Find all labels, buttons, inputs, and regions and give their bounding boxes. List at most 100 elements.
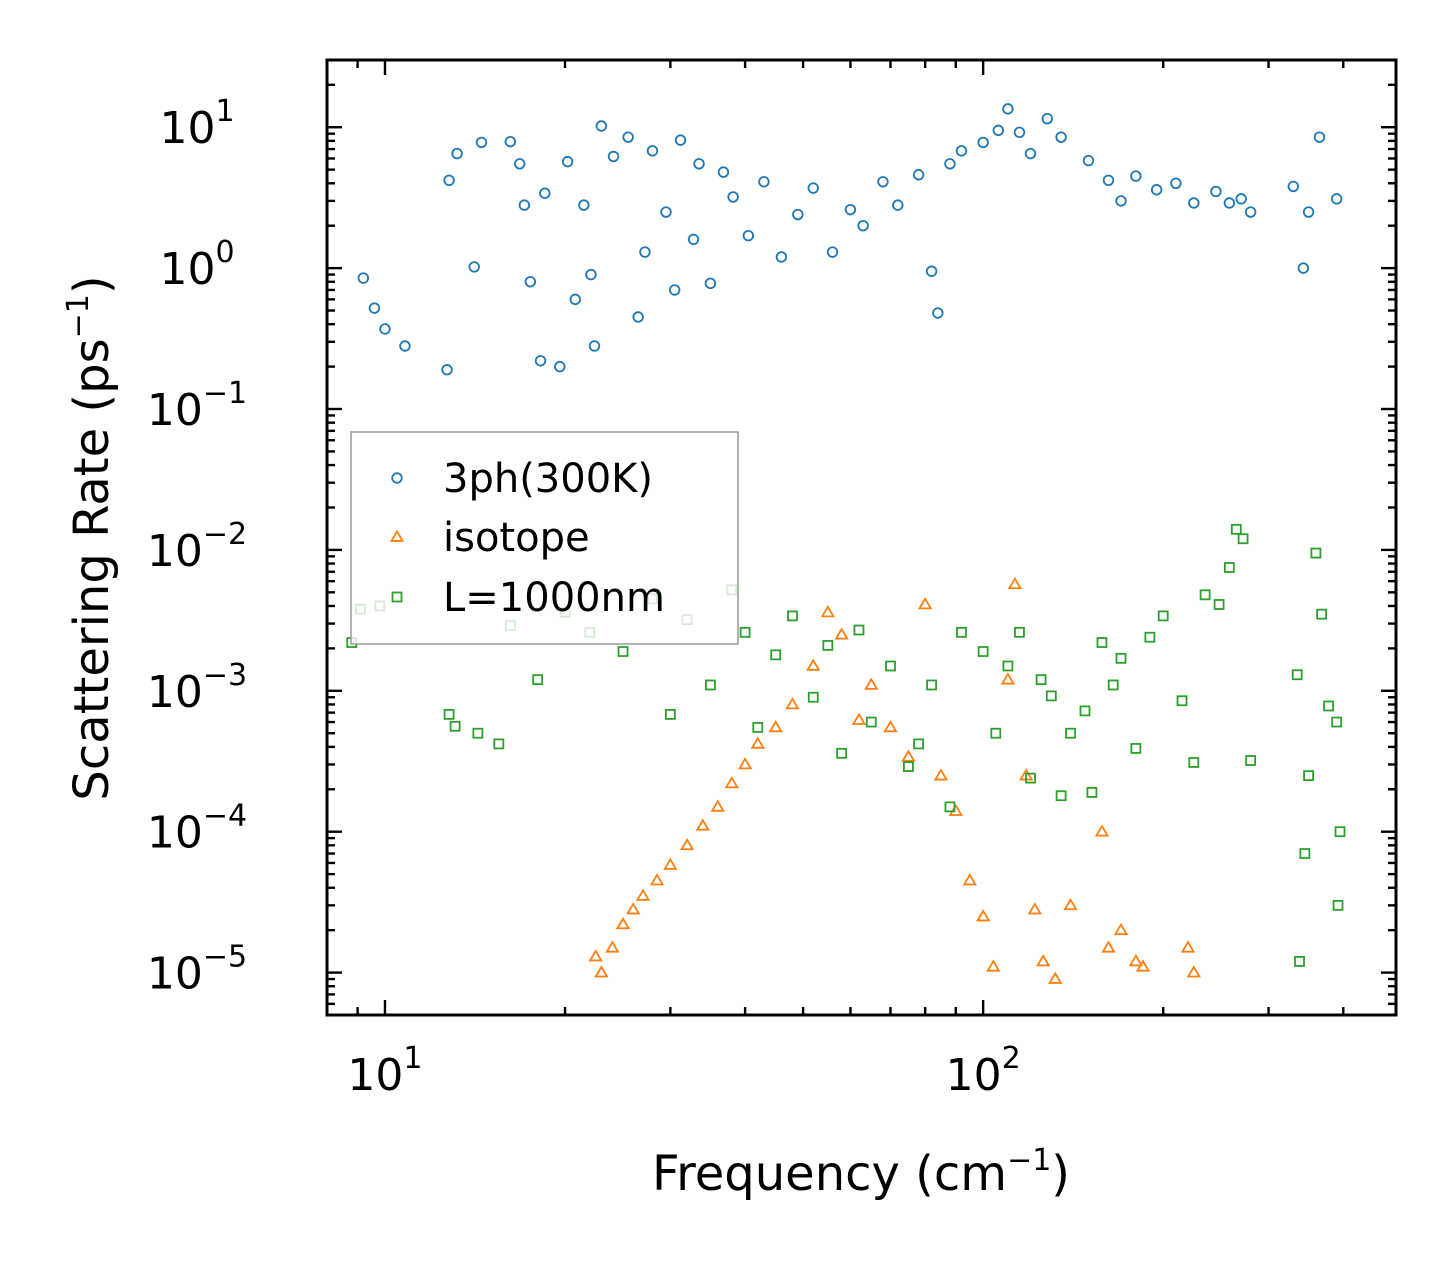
- data-point: [1014, 626, 1025, 638]
- data-point: [853, 624, 865, 636]
- data-point: [807, 691, 819, 703]
- data-point: [468, 261, 480, 273]
- data-point: [704, 277, 717, 290]
- data-point: [524, 276, 537, 288]
- data-point: [632, 311, 644, 323]
- data-point: [1115, 652, 1127, 664]
- data-point: [1188, 197, 1200, 209]
- data-point: [724, 776, 739, 789]
- data-point: [1128, 954, 1144, 967]
- data-point: [674, 134, 687, 146]
- data-point: [1316, 608, 1328, 620]
- data-point: [1244, 206, 1257, 218]
- data-point: [1302, 206, 1315, 218]
- data-point: [695, 818, 711, 831]
- series-isotope: [588, 576, 1201, 984]
- data-point: [758, 176, 770, 188]
- data-point: [1223, 197, 1236, 209]
- data-point: [932, 307, 944, 319]
- data-point: [660, 206, 672, 218]
- data-point: [1025, 772, 1036, 784]
- data-point: [588, 340, 601, 352]
- data-point: [1331, 193, 1343, 205]
- data-point: [717, 166, 730, 178]
- data-point: [554, 360, 566, 373]
- data-point: [1332, 899, 1344, 911]
- data-point: [1144, 631, 1156, 643]
- data-point: [1115, 195, 1127, 207]
- data-point: [787, 610, 798, 622]
- plot-frame: [325, 58, 1398, 1017]
- data-point: [844, 203, 857, 216]
- data-point: [1237, 533, 1249, 545]
- y-tick-label: 10−1: [147, 376, 247, 436]
- data-point: [1297, 262, 1310, 274]
- data-point: [617, 646, 629, 657]
- x-tick-label: 101: [347, 1041, 422, 1101]
- data-point: [948, 803, 963, 816]
- legend-marker-triangle: [389, 529, 405, 542]
- data-point: [877, 176, 889, 188]
- legend: 3ph(300K) isotope L=1000nm: [350, 431, 739, 645]
- data-point: [926, 679, 937, 691]
- axis-ticks: 101 102 101 100 10−1 10−2 10−3 10−4 10−5: [147, 58, 1396, 1101]
- data-point: [1299, 848, 1311, 859]
- data-point: [1024, 147, 1037, 160]
- data-point: [1086, 787, 1098, 798]
- data-point: [1079, 705, 1091, 717]
- data-point: [1063, 897, 1078, 911]
- data-point: [913, 738, 924, 750]
- data-point: [1313, 131, 1326, 143]
- data-point: [615, 916, 631, 930]
- data-point: [865, 716, 877, 728]
- data-point: [912, 169, 925, 181]
- data-point: [539, 187, 551, 199]
- data-point: [1007, 576, 1023, 590]
- data-points-layer: [346, 103, 1346, 984]
- data-point: [727, 191, 739, 203]
- data-point: [518, 199, 531, 211]
- data-point: [1213, 599, 1225, 610]
- data-point: [595, 120, 608, 132]
- data-point: [1102, 174, 1115, 187]
- data-point: [472, 727, 484, 739]
- data-point: [532, 674, 544, 686]
- data-point: [857, 220, 869, 232]
- data-point: [710, 799, 725, 812]
- data-point: [1130, 743, 1142, 754]
- x-axis-label: Frequency (cm−1): [652, 1143, 1070, 1202]
- data-point: [1027, 902, 1042, 915]
- data-point: [1045, 690, 1057, 702]
- data-point: [475, 136, 488, 149]
- data-point: [1235, 193, 1247, 205]
- data-point: [1000, 672, 1016, 685]
- data-point: [693, 158, 705, 170]
- data-point: [1002, 103, 1014, 115]
- data-point: [668, 284, 681, 296]
- y-axis-label: Scattering Rate (ps−1): [61, 275, 120, 800]
- data-point: [752, 721, 764, 733]
- data-point: [1199, 589, 1211, 601]
- data-point: [834, 627, 849, 640]
- data-point: [1331, 716, 1343, 728]
- data-point: [607, 150, 620, 163]
- data-point: [605, 940, 620, 953]
- data-point: [836, 747, 848, 759]
- data-point: [807, 182, 819, 194]
- y-tick-label: 10−3: [147, 658, 247, 718]
- legend-label: isotope: [443, 515, 590, 561]
- data-point: [944, 801, 956, 813]
- data-point: [1135, 959, 1151, 972]
- data-point: [1294, 956, 1305, 967]
- y-tick-label: 101: [159, 94, 234, 154]
- data-point: [1230, 523, 1242, 535]
- data-point: [901, 749, 916, 762]
- data-point: [1035, 674, 1047, 686]
- legend-label: L=1000nm: [443, 575, 665, 621]
- data-point: [449, 720, 461, 732]
- data-point: [1310, 547, 1322, 559]
- data-point: [443, 174, 455, 187]
- data-point: [1096, 637, 1108, 648]
- data-point: [885, 660, 896, 672]
